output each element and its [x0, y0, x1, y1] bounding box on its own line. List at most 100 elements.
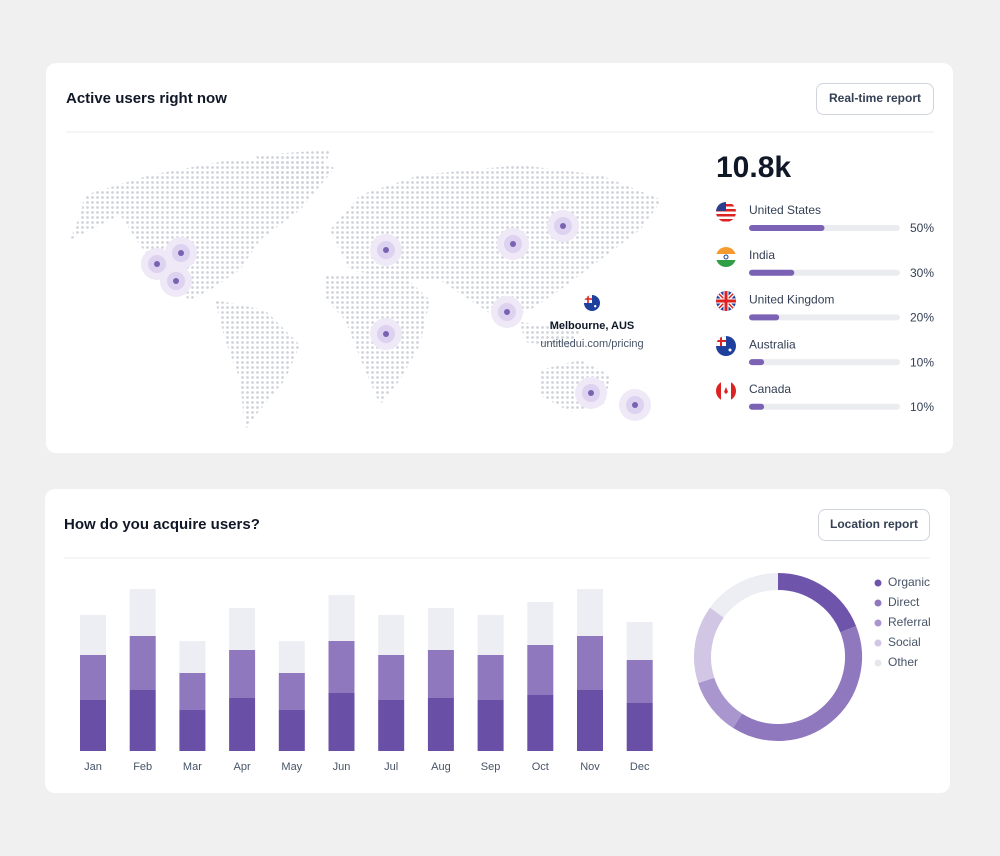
- bar-segment: [179, 641, 206, 673]
- marker-dot: [560, 223, 566, 229]
- button[interactable]: [816, 83, 934, 115]
- marker-dot: [510, 241, 516, 247]
- button-label[interactable]: Real-time report: [829, 91, 921, 105]
- card-title: How do you acquire users?: [64, 516, 260, 533]
- bar-segment: [427, 608, 454, 650]
- x-tick-label: Sep: [481, 761, 501, 773]
- bar-segment: [80, 655, 106, 700]
- bar-segment: [577, 589, 603, 636]
- bar-segment: [229, 608, 256, 650]
- flag: [716, 291, 736, 311]
- progress-bar: [749, 359, 765, 366]
- progress-track: [749, 314, 900, 321]
- bar-segment: [328, 693, 355, 751]
- bar-segment: [378, 700, 405, 751]
- marker-dot: [178, 250, 184, 256]
- x-tick-label: Dec: [630, 761, 650, 773]
- flag: [716, 247, 736, 267]
- button[interactable]: [818, 509, 930, 541]
- donut-segment: [694, 607, 724, 683]
- marker-dot: [632, 402, 638, 408]
- legend-dot: [874, 639, 882, 647]
- bar-segment: [577, 636, 603, 690]
- progress-bar: [749, 403, 765, 410]
- bar-segment: [477, 615, 504, 655]
- bar-segment: [328, 595, 355, 641]
- map-markers: [141, 210, 651, 421]
- tooltip-flag: [584, 295, 600, 311]
- bar-segment: [626, 703, 653, 751]
- bar-segment: [328, 641, 355, 693]
- bar-segment: [527, 695, 554, 751]
- x-tick-label: Apr: [234, 761, 251, 773]
- marker-dot: [383, 331, 389, 337]
- x-tick-label: May: [281, 761, 302, 773]
- tooltip-url: untitledui.com/pricing: [540, 338, 643, 350]
- legend-dot: [874, 659, 882, 667]
- button-label[interactable]: Location report: [830, 517, 918, 531]
- x-tick-label: Jun: [333, 761, 351, 773]
- progress-track: [749, 359, 900, 366]
- bar-segment: [129, 589, 156, 636]
- country-name: Canada: [749, 382, 791, 396]
- country-percent: 10%: [910, 400, 934, 414]
- bar-segment: [577, 690, 603, 751]
- flag: [716, 336, 736, 356]
- total-users: 10.8k: [716, 151, 791, 184]
- bar-segment: [129, 636, 156, 690]
- bar-segment: [378, 655, 405, 700]
- bar-segment: [477, 700, 504, 751]
- legend-label: Other: [888, 655, 918, 669]
- x-tick-label: Jul: [384, 761, 398, 773]
- legend-dot: [874, 619, 882, 627]
- x-tick-label: Mar: [183, 761, 202, 773]
- bar-segment: [179, 710, 206, 751]
- bar-segment: [626, 660, 653, 703]
- country-name: India: [749, 248, 775, 262]
- country-percent: 20%: [910, 311, 934, 325]
- country-name: United States: [749, 203, 821, 217]
- legend-label: Referral: [888, 615, 931, 629]
- donut-segment: [698, 677, 743, 728]
- legend-label: Social: [888, 635, 921, 649]
- legend-label: Direct: [888, 595, 920, 609]
- x-tick-label: Oct: [532, 761, 549, 773]
- country-name: Australia: [749, 337, 796, 351]
- bar-segment: [229, 698, 256, 751]
- bar-segment: [80, 700, 106, 751]
- bar-segment: [477, 655, 504, 700]
- donut-segment: [732, 626, 862, 741]
- flag: [716, 381, 736, 401]
- progress-bar: [749, 225, 825, 231]
- country-percent: 30%: [910, 266, 934, 280]
- progress-bar: [749, 269, 795, 276]
- progress-bar: [749, 314, 780, 321]
- card-title: Active users right now: [66, 90, 227, 107]
- bar-segment: [427, 650, 454, 698]
- bar-segment: [527, 645, 554, 695]
- bar-segment: [626, 622, 653, 660]
- legend-dot: [874, 599, 882, 607]
- bar-segment: [527, 602, 554, 645]
- flag: [716, 202, 736, 222]
- progress-track: [749, 403, 900, 410]
- bar-segment: [278, 710, 305, 751]
- x-tick-label: Aug: [431, 761, 451, 773]
- marker-dot: [173, 278, 179, 284]
- x-tick-label: Nov: [580, 761, 600, 773]
- bar-segment: [427, 698, 454, 751]
- x-tick-label: Feb: [133, 761, 152, 773]
- marker-dot: [588, 390, 594, 396]
- bar-segment: [378, 615, 405, 655]
- bar-segment: [80, 615, 106, 655]
- country-percent: 50%: [910, 221, 934, 235]
- bar-segment: [229, 650, 256, 698]
- x-tick-label: Jan: [84, 761, 102, 773]
- bar-segment: [179, 673, 206, 710]
- bar-segment: [278, 673, 305, 710]
- bar-segment: [278, 641, 305, 673]
- donut-segment: [777, 573, 857, 633]
- marker-dot: [383, 247, 389, 253]
